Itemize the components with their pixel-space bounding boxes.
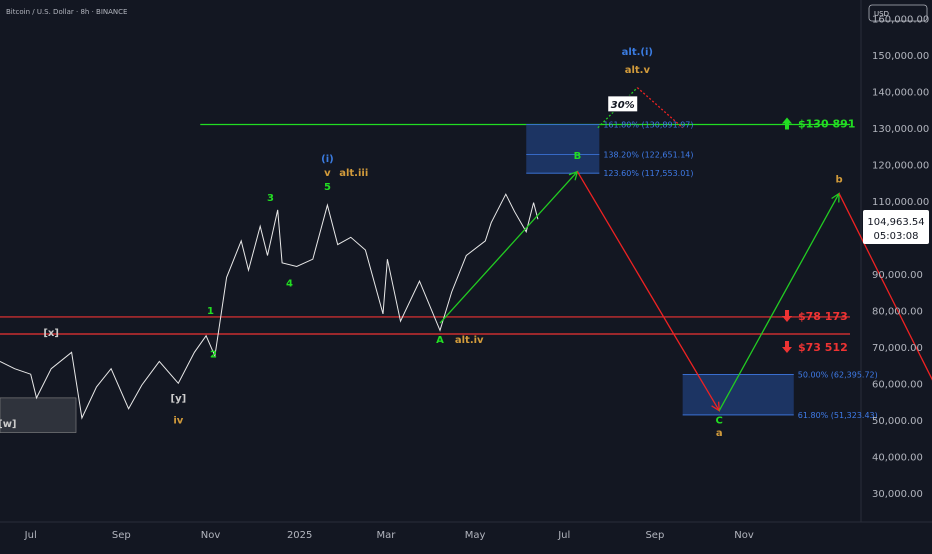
wave-label: [y]	[171, 394, 187, 405]
wave-label: (i)	[321, 154, 334, 165]
projection-line	[718, 193, 840, 411]
chart-title: Bitcoin / U.S. Dollar · 8h · BINANCE	[6, 8, 127, 16]
down-arrow-icon	[782, 340, 792, 353]
fib-level-label: 138.20% (122,651.14)	[603, 151, 693, 160]
level-label: $130 891	[798, 118, 855, 131]
wave-label: 4	[286, 279, 293, 290]
x-tick-label: Mar	[376, 530, 396, 541]
fib-level-label: 50.00% (62,395.72)	[798, 371, 878, 380]
probability-label: 30%	[611, 100, 635, 111]
x-tick-label: May	[465, 530, 486, 541]
projection-line	[838, 193, 932, 381]
wave-label: C	[716, 415, 723, 426]
y-tick-label: 110,000.00	[872, 197, 929, 208]
wave-label: 1	[207, 306, 214, 317]
wave-label: alt.(i)	[622, 47, 653, 58]
currency-pill[interactable]	[868, 4, 928, 22]
y-tick-label: 40,000.00	[872, 452, 923, 463]
wave-label: alt.iii	[339, 168, 368, 179]
probability-box	[607, 95, 639, 113]
wave-label: B	[574, 151, 582, 162]
y-tick-label: 120,000.00	[872, 160, 929, 171]
level-label: $78 173	[798, 310, 848, 323]
projection-line	[439, 171, 578, 324]
wave-label: alt.iv	[455, 335, 484, 346]
fib-level-label: 123.60% (117,553.01)	[603, 169, 693, 178]
current-price-badge: 104,963.54 05:03:08	[863, 210, 929, 244]
wave-label: alt.v	[625, 65, 651, 76]
wave-label: iv	[173, 415, 183, 426]
currency-label: USD	[874, 10, 889, 18]
fib-zone-box	[682, 374, 794, 415]
x-tick-label: Nov	[734, 530, 754, 541]
up-arrow-icon	[782, 117, 792, 130]
wave-label: [w]	[0, 419, 17, 430]
wave-label: v	[324, 168, 331, 179]
fib-zone-box	[526, 124, 600, 174]
down-arrow-icon	[782, 309, 792, 322]
wave-label: a	[716, 428, 723, 439]
y-tick-label: 80,000.00	[872, 306, 923, 317]
wave-label: 5	[324, 182, 331, 193]
y-tick-label: 140,000.00	[872, 87, 929, 98]
y-tick-label: 70,000.00	[872, 343, 923, 354]
projection-line	[576, 171, 720, 411]
x-tick-label: 2025	[287, 530, 312, 541]
x-tick-label: Sep	[645, 530, 664, 541]
wave-label: 3	[267, 193, 274, 204]
wave-label: b	[835, 175, 842, 186]
x-tick-label: Jul	[557, 530, 570, 541]
y-tick-label: 30,000.00	[872, 489, 923, 500]
fib-level-label: 61.80% (51,323.43)	[798, 411, 878, 420]
wave-label: 2	[210, 350, 217, 361]
current-price: 104,963.54	[867, 217, 924, 228]
y-tick-label: 160,000.00	[872, 14, 929, 25]
y-tick-label: 60,000.00	[872, 379, 923, 390]
x-tick-label: Sep	[112, 530, 131, 541]
x-tick-label: Nov	[201, 530, 221, 541]
y-tick-label: 130,000.00	[872, 124, 929, 135]
wave-w-box	[0, 397, 77, 433]
x-tick-label: Jul	[24, 530, 37, 541]
y-tick-label: 150,000.00	[872, 51, 929, 62]
level-label: $73 512	[798, 341, 848, 354]
wave-label: [x]	[43, 328, 59, 339]
y-tick-label: 50,000.00	[872, 416, 923, 427]
wave-label: A	[436, 335, 444, 346]
y-tick-label: 90,000.00	[872, 270, 923, 281]
bar-countdown: 05:03:08	[874, 231, 919, 242]
fib-level-label: 161.80% (130,891.97)	[603, 121, 693, 130]
price-line	[0, 193, 539, 420]
projection-arrowhead	[568, 170, 579, 181]
